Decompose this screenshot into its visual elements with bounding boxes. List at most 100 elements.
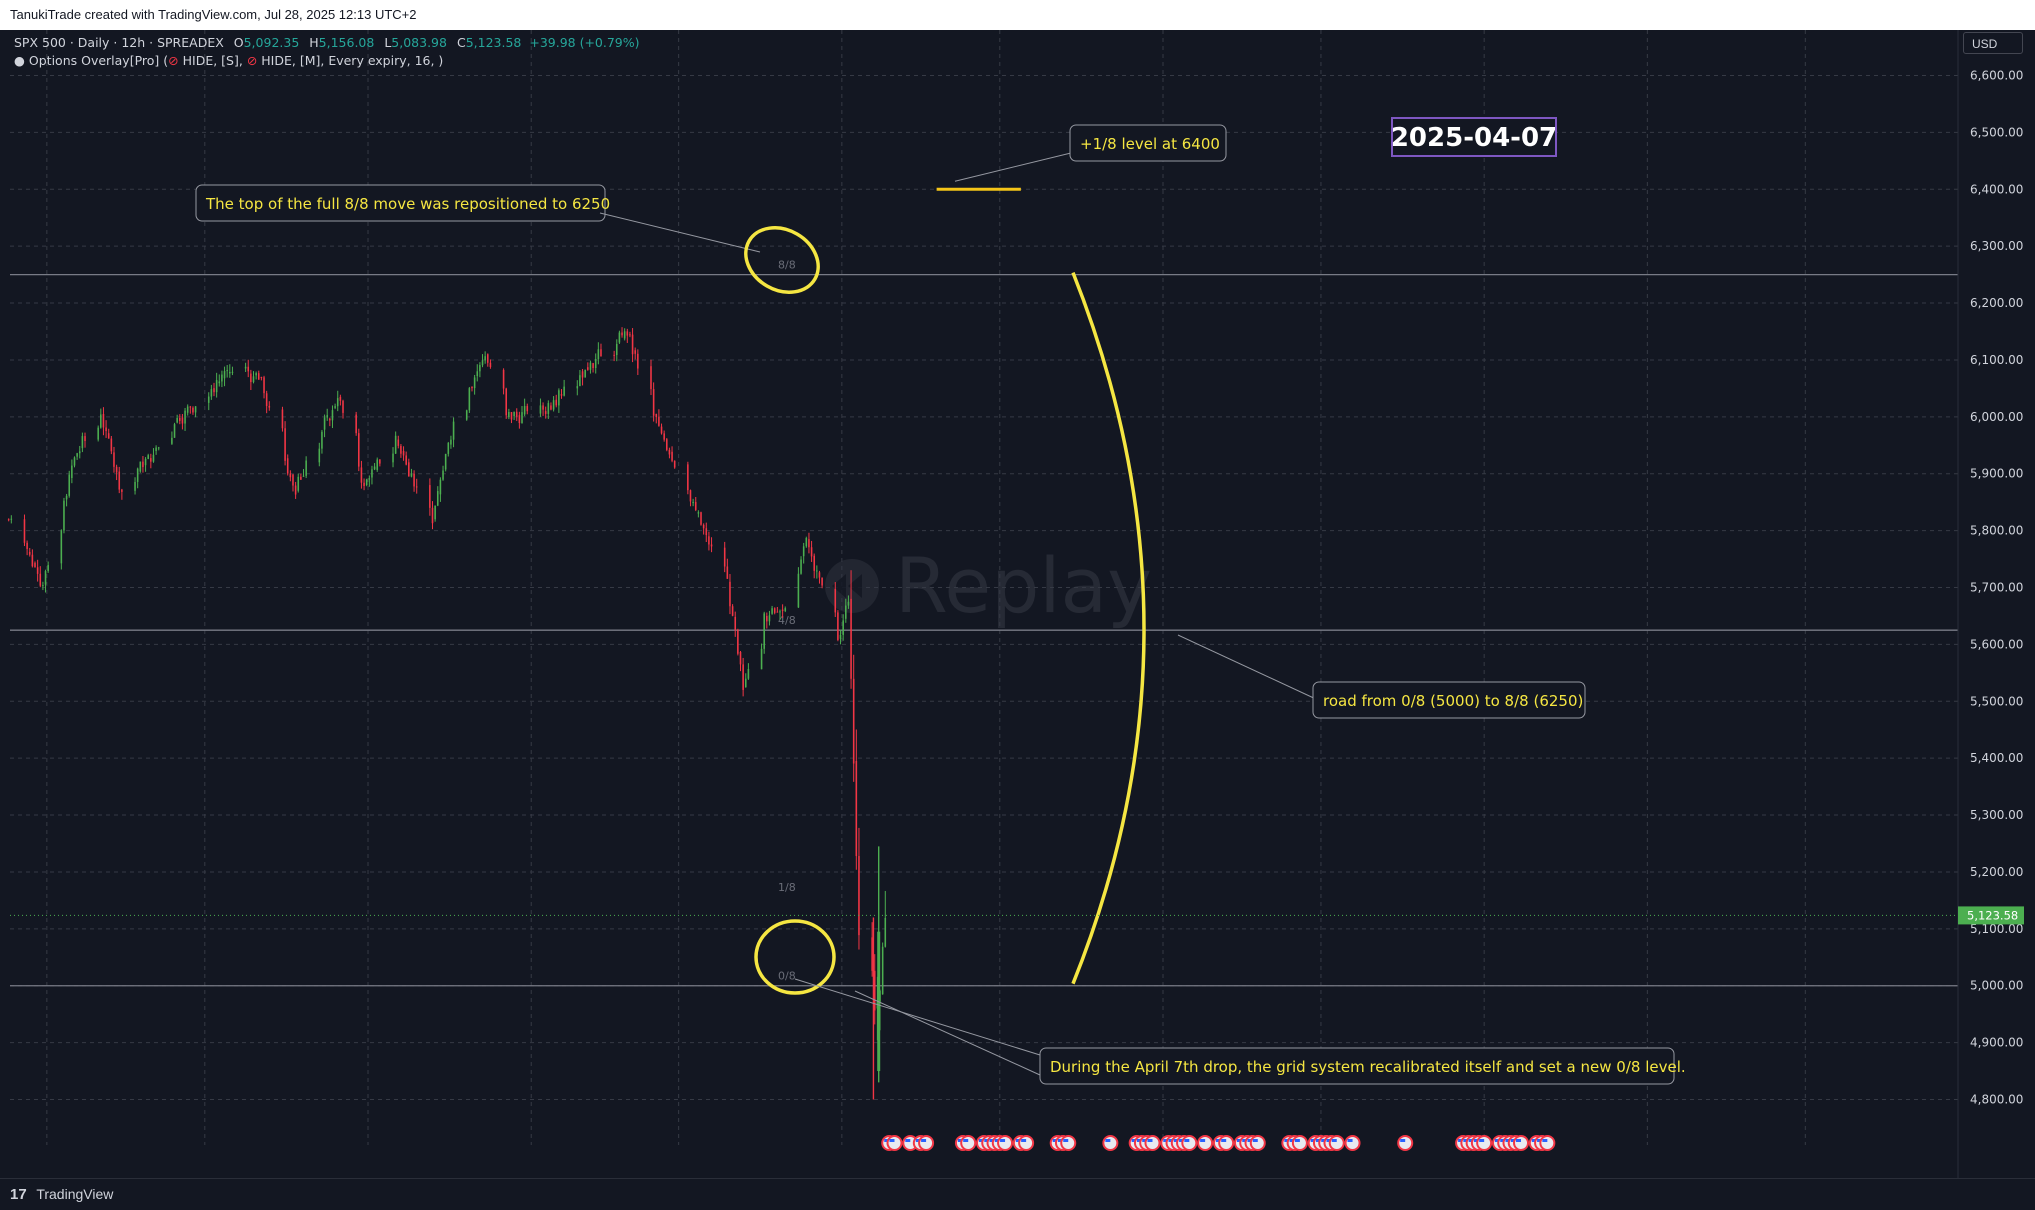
candle-body — [194, 406, 197, 413]
us-flag-event-icon — [1539, 1135, 1556, 1151]
event-markers[interactable] — [881, 1135, 1556, 1151]
candle-body — [805, 538, 808, 547]
event-flag-canton — [1052, 1139, 1058, 1142]
candle-body — [666, 439, 668, 450]
y-tick-label: 6,100.00 — [1970, 353, 2023, 367]
currency-button[interactable]: USD — [1963, 32, 2023, 54]
indicator-eye-icon[interactable]: ● — [14, 53, 25, 68]
candle-body — [821, 577, 823, 586]
candle-body — [850, 598, 852, 679]
y-tick-label: 5,800.00 — [1970, 524, 2023, 538]
candle-body — [518, 415, 521, 424]
candle-body — [558, 390, 560, 406]
candle-body — [84, 436, 86, 441]
legend-open-value: 5,092.35 — [243, 35, 300, 50]
candle-body — [65, 495, 68, 500]
callout-pointer — [1177, 634, 1319, 701]
us-flag-event-icon — [1181, 1135, 1198, 1151]
candle-body — [737, 629, 739, 654]
candle-body — [408, 462, 410, 477]
candle-body — [247, 366, 250, 372]
candle-body — [157, 447, 160, 449]
event-flag-canton — [1131, 1139, 1137, 1142]
candle-body — [618, 332, 621, 343]
callout-pointer — [854, 990, 1041, 1076]
us-flag-event-icon — [886, 1135, 903, 1151]
candle-body — [186, 406, 189, 413]
candle-body — [729, 581, 731, 607]
event-flag-canton — [1184, 1139, 1190, 1142]
candle-body — [521, 412, 523, 424]
candle-body — [10, 518, 13, 520]
candle-body — [845, 605, 847, 619]
us-flag-event-icon — [1344, 1135, 1361, 1151]
legend-symbol: SPX 500 · Daily · 12h · SPREADEX — [14, 35, 224, 50]
grid-level-label: 0/8 — [778, 970, 796, 983]
legend-indicator-row[interactable]: ● Options Overlay[Pro] (⊘ HIDE, [S], ⊘ H… — [14, 52, 640, 70]
candle-body — [339, 396, 342, 401]
event-fill — [1399, 1137, 1412, 1149]
us-flag-event-icon — [1197, 1135, 1214, 1151]
hide-ban-icon: ⊘ — [246, 53, 258, 68]
candle-body — [813, 555, 815, 571]
candle-body — [447, 442, 450, 454]
event-flag-canton — [1057, 1139, 1063, 1142]
candle-body — [39, 573, 42, 586]
event-fill — [1541, 1137, 1554, 1149]
candle-body — [257, 373, 260, 380]
event-flag-canton — [1136, 1139, 1142, 1142]
y-tick-label: 4,800.00 — [1970, 1092, 2023, 1106]
recalibration-callout-text: During the April 7th drop, the grid syst… — [1050, 1058, 1686, 1076]
event-flag-canton — [1321, 1139, 1327, 1142]
us-flag-event-icon — [1328, 1135, 1345, 1151]
event-flag-canton — [1000, 1139, 1006, 1142]
candle-body — [265, 393, 268, 406]
candle-body — [731, 606, 734, 616]
candle-body — [207, 396, 210, 403]
candle-body — [23, 519, 26, 543]
event-flag-canton — [1400, 1139, 1406, 1142]
axes[interactable]: 4,800.00 4,900.00 5,000.00 5,100.00 5,200.00… — [0, 30, 2024, 1178]
candle-body — [655, 413, 658, 418]
candle-body — [542, 405, 544, 410]
annotations: +1/8 level at 6400 The top of the full 8/… — [195, 117, 1686, 1085]
candle-body — [629, 334, 631, 336]
price-chart[interactable]: 8/8 4/8 1/8 0/8 Replay +1/8 level at 6400 Th… — [0, 30, 2035, 1178]
legend-close-value: 5,123.58 — [465, 35, 522, 50]
date-box-text: 2025-04-07 — [1391, 123, 1557, 153]
candle-body — [410, 473, 413, 477]
candle-body — [281, 409, 284, 429]
candle-body — [802, 546, 805, 557]
road-callout-text: road from 0/8 (5000) to 8/8 (6250) — [1323, 692, 1583, 710]
candle-body — [726, 566, 729, 579]
plus-one-eighth-callout-box — [1069, 124, 1227, 162]
candle-body — [358, 433, 360, 467]
candle-body — [660, 426, 663, 434]
event-flag-canton — [1500, 1139, 1506, 1142]
candle-body — [139, 461, 142, 472]
legend-open-label: O — [233, 35, 244, 50]
date-box — [1391, 117, 1557, 157]
candle-body — [268, 405, 271, 408]
event-fill — [1104, 1137, 1117, 1149]
candle-body — [810, 547, 813, 557]
candle-body — [626, 331, 629, 336]
event-flag-canton — [1468, 1139, 1474, 1142]
event-flag-canton — [1531, 1139, 1537, 1142]
event-fill — [1515, 1137, 1528, 1149]
event-flag-canton — [1347, 1139, 1353, 1142]
candle-body — [621, 332, 623, 336]
candle-body — [468, 388, 471, 411]
tradingview-brand[interactable]: TradingView — [36, 1186, 114, 1202]
candle-body — [747, 668, 750, 679]
candle-body — [450, 439, 452, 445]
candle-body — [858, 856, 860, 936]
plus-one-eighth-callout-text: +1/8 level at 6400 — [1080, 135, 1220, 153]
candle-body — [302, 475, 305, 477]
candle-body — [600, 349, 602, 357]
candle-body — [76, 453, 78, 457]
tradingview-logo-icon[interactable]: 17 — [10, 1186, 27, 1203]
candle-body — [523, 406, 526, 415]
candle-body — [215, 380, 218, 393]
candle-body — [502, 369, 505, 389]
